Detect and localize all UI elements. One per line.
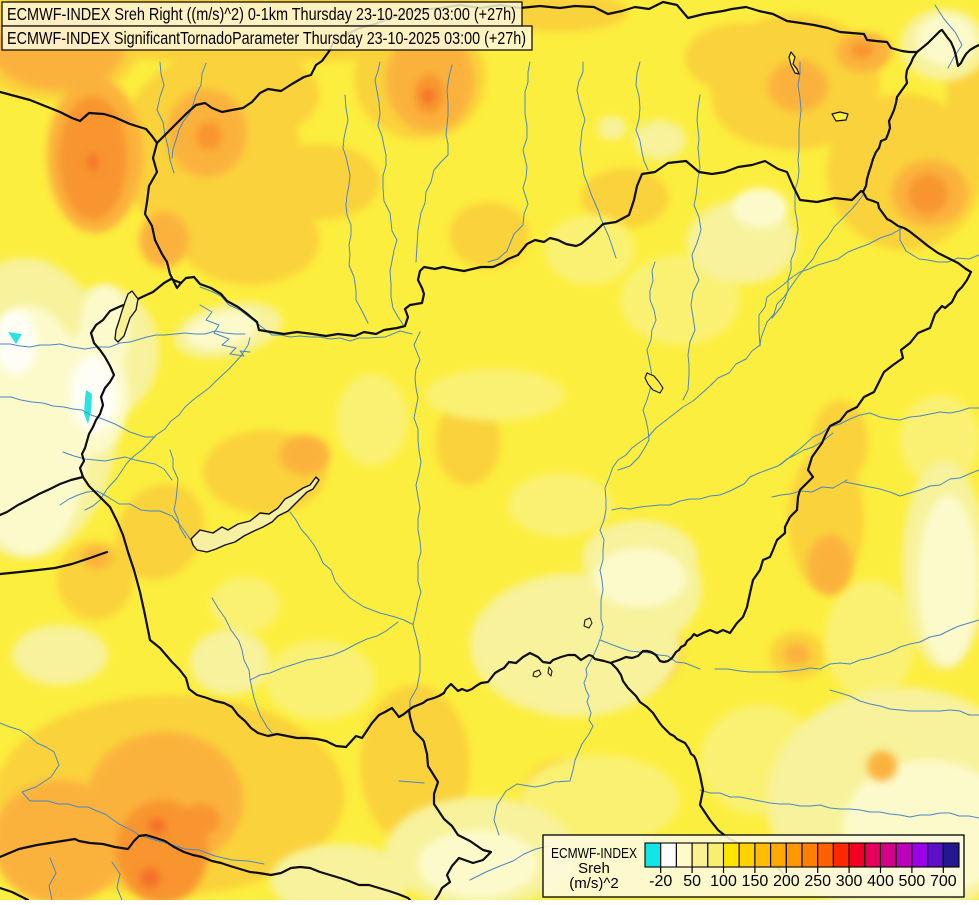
svg-text:200: 200 <box>773 873 800 890</box>
svg-text:150: 150 <box>742 873 769 890</box>
svg-text:500: 500 <box>899 873 926 890</box>
svg-text:ECMWF-INDEX: ECMWF-INDEX <box>551 845 637 862</box>
svg-text:-20: -20 <box>649 873 672 890</box>
svg-text:250: 250 <box>804 873 831 890</box>
svg-text:50: 50 <box>683 873 701 890</box>
svg-text:Sreh: Sreh <box>578 860 610 877</box>
svg-text:(m/s)^2: (m/s)^2 <box>569 875 619 892</box>
svg-text:ECMWF-INDEX SignificantTornado: ECMWF-INDEX SignificantTornadoParameter … <box>7 28 526 48</box>
svg-text:ECMWF-INDEX Sreh Right ((m/s)^: ECMWF-INDEX Sreh Right ((m/s)^2) 0-1km T… <box>7 4 516 24</box>
svg-text:300: 300 <box>836 873 863 890</box>
svg-text:100: 100 <box>710 873 737 890</box>
svg-text:700: 700 <box>930 873 957 890</box>
svg-text:400: 400 <box>867 873 894 890</box>
